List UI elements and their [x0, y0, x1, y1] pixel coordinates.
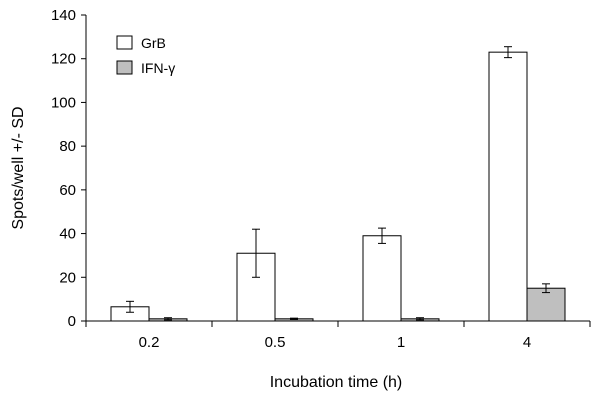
bar-grb [488, 51, 528, 322]
y-tick-label: 80 [59, 138, 76, 155]
x-tick-label: 1 [397, 334, 405, 351]
y-axis-title: Spots/well +/- SD [10, 106, 27, 229]
y-tick-label: 60 [59, 182, 76, 199]
bar-grb [362, 235, 402, 322]
legend-label-grb: GrB [141, 35, 166, 51]
x-tick-label: 4 [523, 334, 531, 351]
legend-label-ifn: IFN-γ [141, 60, 175, 76]
x-tick-label: 0.2 [139, 334, 160, 351]
x-tick-label: 0.5 [265, 334, 286, 351]
y-tick-label: 0 [68, 313, 76, 330]
x-axis-title: Incubation time (h) [270, 374, 403, 391]
plot-area: 0 20 40 60 80 100 120 140 0.2 0.5 1 4 [51, 7, 591, 351]
y-tick-label: 20 [59, 269, 76, 286]
bar-ifn [526, 287, 566, 322]
y-tick-label: 140 [51, 7, 76, 24]
legend-swatch-grb [116, 35, 133, 50]
y-tick-label: 120 [51, 51, 76, 68]
y-tick-label: 40 [59, 226, 76, 243]
y-tick-label: 100 [51, 94, 76, 111]
legend: GrB IFN-γ [116, 35, 175, 76]
legend-swatch-ifn [116, 60, 133, 75]
